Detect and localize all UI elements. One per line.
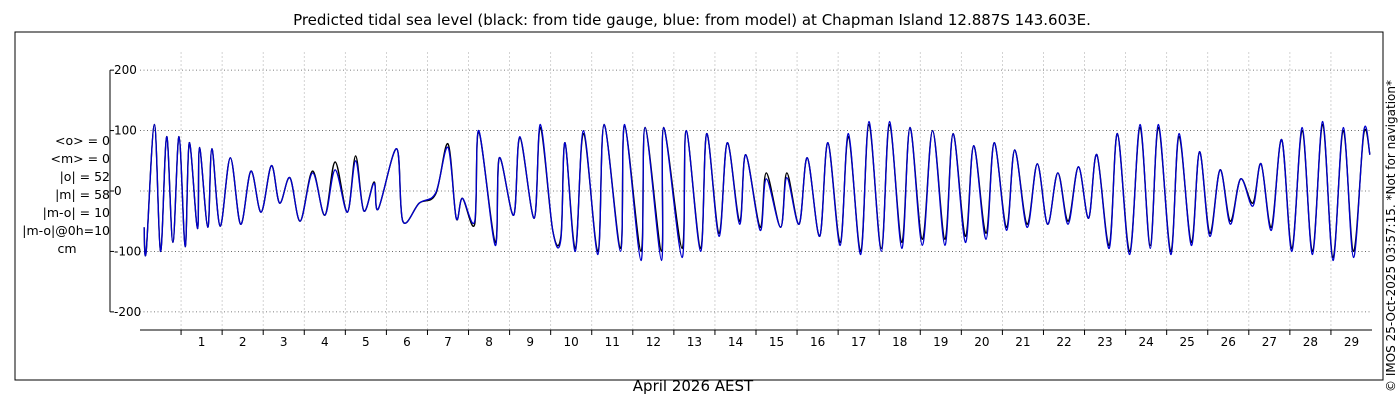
stat-mean-obs: <o> = 0 xyxy=(55,133,110,148)
stat-abs-obs: |o| = 52 xyxy=(59,169,110,184)
grid xyxy=(140,52,1372,330)
x-tick-label: 14 xyxy=(728,335,743,349)
stat-abs-model: |m| = 58 xyxy=(55,187,110,202)
x-tick-label: 7 xyxy=(444,335,452,349)
x-tick-label: 21 xyxy=(1015,335,1030,349)
stat-mean-model: <m> = 0 xyxy=(50,151,111,166)
outer-frame xyxy=(14,31,1384,381)
chart-title: Predicted tidal sea level (black: from t… xyxy=(293,11,1091,29)
x-tick-label: 10 xyxy=(564,335,579,349)
x-tick-label: 26 xyxy=(1221,335,1236,349)
stat-units: cm xyxy=(57,241,77,256)
x-tick-label: 11 xyxy=(605,335,620,349)
y-tick-label: -200 xyxy=(114,305,141,319)
stats-panel: <o> = 0 <m> = 0 |o| = 52 |m| = 58 |m-o| … xyxy=(2,132,110,258)
x-tick-label: 20 xyxy=(974,335,989,349)
x-tick-label: 18 xyxy=(892,335,907,349)
x-tick-label: 19 xyxy=(933,335,948,349)
x-tick-label: 3 xyxy=(280,335,288,349)
x-tick-label: 5 xyxy=(362,335,370,349)
x-tick-label: 4 xyxy=(321,335,329,349)
y-tick-label: 200 xyxy=(114,63,137,77)
x-tick-label: 6 xyxy=(403,335,411,349)
x-tick-label: 29 xyxy=(1344,335,1359,349)
y-tick-label: 0 xyxy=(114,184,122,198)
x-tick-label: 23 xyxy=(1097,335,1112,349)
y-tick-label: 100 xyxy=(114,124,137,138)
x-tick-label: 12 xyxy=(646,335,661,349)
copyright-notice: © IMOS 25-Oct-2025 03:57:15. *Not for na… xyxy=(1384,80,1398,392)
series-line-model xyxy=(143,120,1371,262)
y-tick-label: -100 xyxy=(114,244,141,258)
x-axis-label: April 2026 AEST xyxy=(633,377,754,395)
x-tick-label: 2 xyxy=(239,335,247,349)
series-group xyxy=(143,120,1371,262)
x-tick-label: 8 xyxy=(485,335,493,349)
x-tick-label: 9 xyxy=(526,335,534,349)
x-tick-label: 22 xyxy=(1056,335,1071,349)
x-tick-label: 28 xyxy=(1303,335,1318,349)
stat-abs-diff: |m-o| = 10 xyxy=(42,205,110,220)
x-tick-label: 1 xyxy=(198,335,206,349)
x-tick-label: 13 xyxy=(687,335,702,349)
x-tick-label: 25 xyxy=(1180,335,1195,349)
x-tick-label: 16 xyxy=(810,335,825,349)
x-tick-label: 15 xyxy=(769,335,784,349)
stat-abs-diff-0h: |m-o|@0h=10 xyxy=(22,223,110,238)
x-tick-label: 27 xyxy=(1262,335,1277,349)
x-tick-label: 24 xyxy=(1138,335,1153,349)
x-tick-label: 17 xyxy=(851,335,866,349)
